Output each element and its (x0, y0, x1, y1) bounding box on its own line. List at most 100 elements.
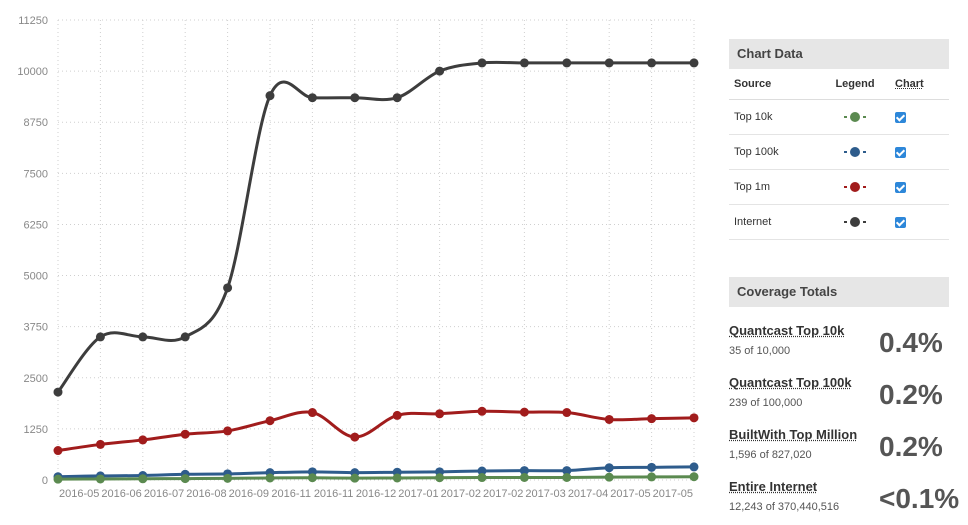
x-tick-label: 2016-12 (356, 488, 396, 500)
series-line-top-10k (57, 475, 695, 481)
legend-dot-icon (844, 217, 866, 227)
series-checkbox[interactable] (895, 111, 906, 123)
coverage-title[interactable]: BuiltWith Top Million (729, 427, 858, 442)
chart-data-panel: Chart Data Source Legend Chart Top 10k To… (729, 39, 949, 240)
x-tick-label: 2017-03 (525, 488, 565, 500)
data-point-internet (435, 66, 445, 76)
data-point-internet (180, 332, 190, 342)
coverage-item: BuiltWith Top Million 1,596 of 827,020 0.2… (729, 421, 949, 473)
data-point-top-1m (350, 432, 360, 442)
grid-lines (57, 19, 695, 481)
data-point-internet (604, 58, 614, 68)
data-point-top-10k (647, 472, 657, 482)
data-point-top-1m (392, 410, 402, 420)
data-point-internet (223, 283, 233, 293)
coverage-title[interactable]: Entire Internet (729, 479, 818, 494)
coverage-item: Quantcast Top 10k 35 of 10,000 0.4% (729, 317, 949, 369)
source-label: Top 1m (734, 181, 771, 193)
data-point-top-1m (435, 409, 445, 419)
y-tick-label: 5000 (24, 271, 48, 283)
data-point-top-10k (265, 473, 275, 483)
coverage-totals-panel: Coverage Totals Quantcast Top 10k 35 of 1… (729, 277, 959, 525)
x-tick-label: 2016-09 (229, 488, 269, 500)
legend-dot-icon (844, 112, 866, 122)
data-point-internet (350, 93, 360, 103)
data-point-top-10k (435, 473, 445, 483)
data-point-internet (95, 332, 105, 342)
coverage-count: 12,243 of 370,440,516 (729, 501, 840, 513)
data-point-top-1m (604, 414, 614, 424)
x-tick-label: 2016-06 (101, 488, 141, 500)
series-checkbox[interactable] (895, 146, 906, 158)
y-tick-label: 11250 (18, 15, 48, 27)
chart-data-row: Top 100k (729, 135, 949, 170)
coverage-count: 35 of 10,000 (729, 345, 791, 357)
y-tick-label: 2500 (24, 373, 48, 385)
series-lines (53, 58, 699, 484)
data-point-top-1m (689, 413, 699, 423)
x-tick-label: 2017-04 (568, 488, 608, 500)
data-point-top-1m (180, 429, 190, 439)
data-point-top-1m (477, 406, 487, 416)
series-checkbox[interactable] (895, 216, 906, 228)
coverage-item: Entire Internet 12,243 of 370,440,516 <0.1… (729, 473, 959, 525)
data-point-top-1m (562, 408, 572, 418)
x-tick-label: 2016-11 (271, 488, 311, 500)
series-checkbox[interactable] (895, 181, 906, 193)
legend-swatch (818, 217, 892, 227)
x-tick-label: 2017-05 (610, 488, 650, 500)
source-label: Top 100k (734, 146, 779, 158)
data-point-internet (519, 58, 529, 68)
series-line-top-100k (57, 465, 695, 479)
x-tick-label: 2016-08 (186, 488, 226, 500)
data-point-top-100k (562, 466, 572, 476)
data-point-top-1m (647, 414, 657, 424)
data-point-top-1m (95, 439, 105, 449)
data-point-internet (392, 93, 402, 103)
chart-toggle (892, 181, 949, 193)
source-column-header: Source (734, 78, 772, 90)
data-point-internet (138, 332, 148, 342)
legend-dot-icon (844, 182, 866, 192)
chart-column-header[interactable]: Chart (895, 78, 924, 90)
chart-toggle (892, 111, 949, 123)
coverage-percent: 0.2% (879, 379, 943, 410)
series-line-internet (56, 60, 694, 394)
data-point-top-10k (562, 472, 572, 482)
data-point-top-100k (647, 462, 657, 472)
legend-column-header: Legend (835, 78, 875, 90)
coverage-title[interactable]: Quantcast Top 10k (729, 323, 845, 338)
y-tick-label: 6250 (24, 219, 48, 231)
chart-data-title: Chart Data (729, 39, 949, 69)
data-point-internet (307, 93, 317, 103)
x-tick-label: 2016-07 (144, 488, 184, 500)
coverage-title[interactable]: Quantcast Top 100k (729, 375, 852, 390)
data-point-top-10k (180, 474, 190, 484)
chart-data-row: Internet (729, 205, 949, 240)
data-point-top-10k (604, 472, 614, 482)
legend-dot-icon (844, 147, 866, 157)
chart-toggle (892, 146, 949, 158)
source-label: Internet (734, 216, 772, 228)
x-tick-label: 2017-02 (441, 488, 481, 500)
data-point-internet (477, 58, 487, 68)
x-tick-label: 2016-11 (314, 488, 354, 500)
data-point-top-1m (265, 416, 275, 426)
data-point-internet (647, 58, 657, 68)
y-tick-label: 3750 (24, 322, 48, 334)
legend-swatch (818, 112, 892, 122)
data-point-top-10k (519, 472, 529, 482)
series-top-1m (53, 406, 699, 456)
data-point-top-10k (95, 474, 105, 484)
data-point-top-1m (223, 426, 233, 436)
x-tick-label: 2016-05 (59, 488, 99, 500)
data-point-internet (265, 91, 275, 101)
data-point-top-10k (223, 473, 233, 483)
y-tick-label: 1250 (24, 424, 48, 436)
data-point-top-1m (519, 407, 529, 417)
source-label: Top 10k (734, 111, 773, 123)
x-tick-label: 2017-01 (398, 488, 438, 500)
data-point-top-10k (689, 472, 699, 482)
coverage-totals-title: Coverage Totals (729, 277, 949, 307)
y-axis-ticks: 11250 10000 8750 7500 6250 5000 3750 2500 1250 0 (17, 15, 48, 487)
